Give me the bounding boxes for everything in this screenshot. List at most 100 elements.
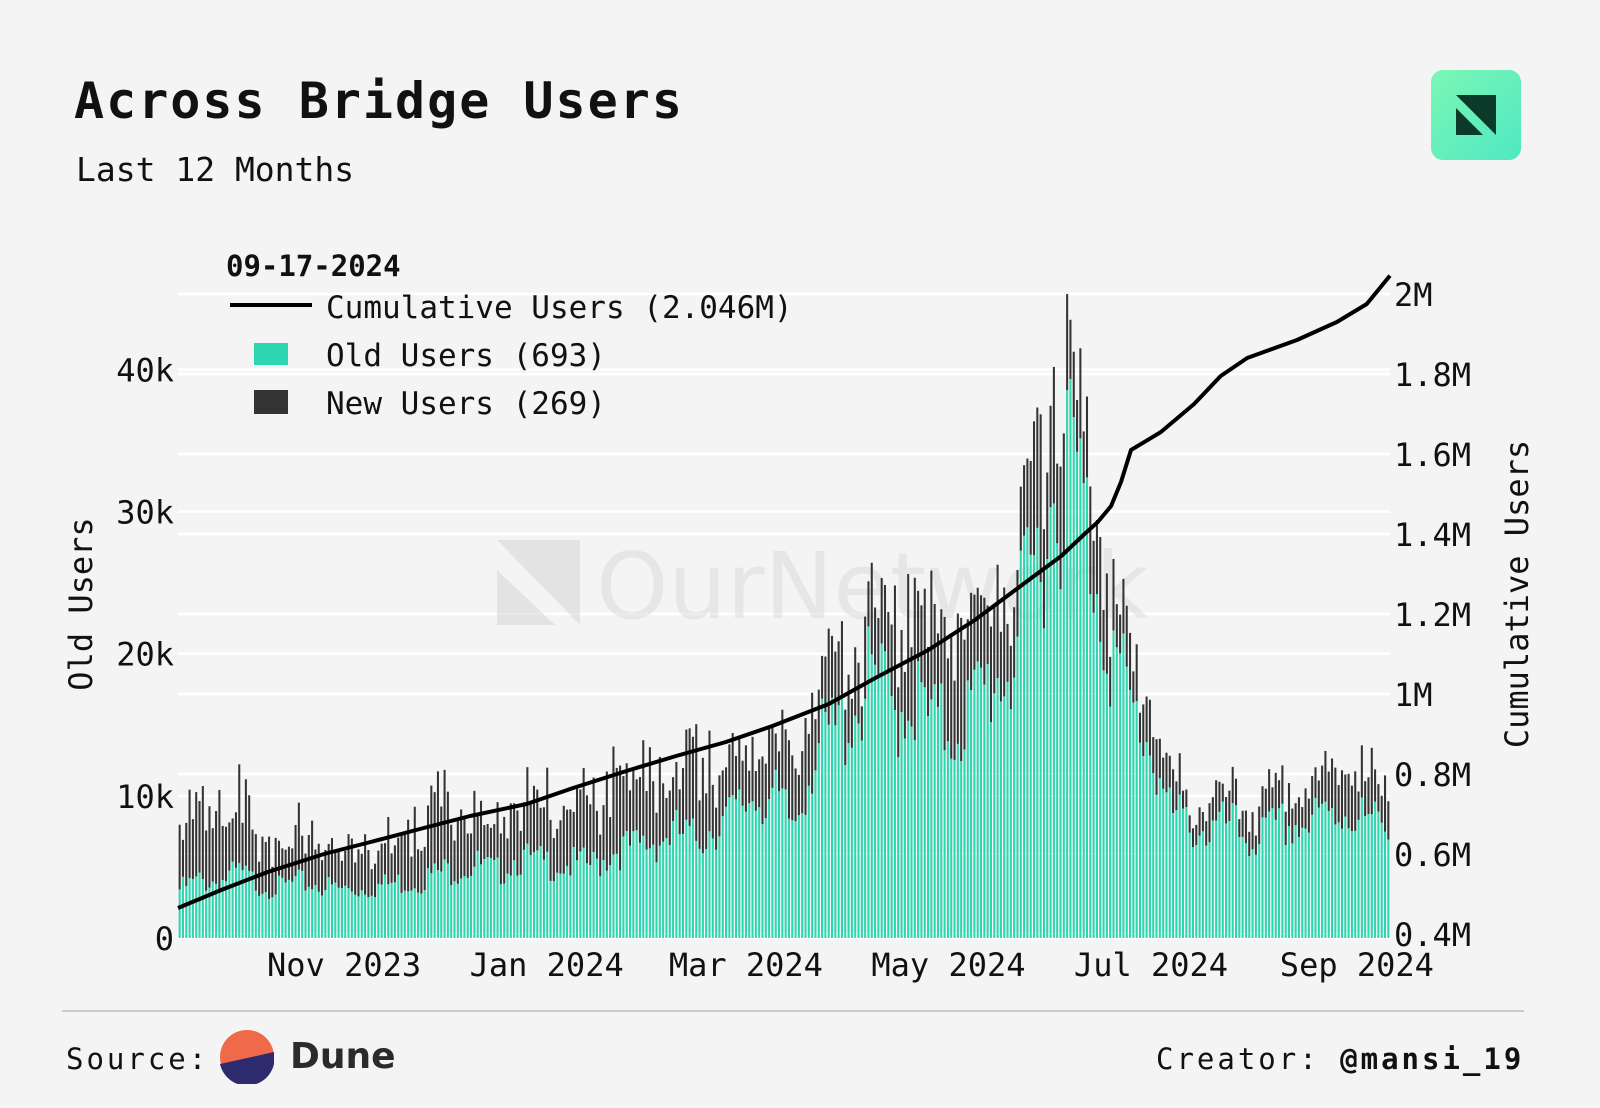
bar-old-users xyxy=(652,844,655,938)
bar-old-users xyxy=(248,870,251,938)
bar-old-users xyxy=(1347,828,1350,938)
bar-new-users xyxy=(1215,780,1218,821)
bar-old-users xyxy=(466,877,469,938)
bar-old-users xyxy=(1297,836,1300,938)
bar-old-users xyxy=(986,664,989,938)
bar-old-users xyxy=(1364,816,1367,938)
bar-new-users xyxy=(188,789,191,879)
bar-old-users xyxy=(1238,837,1241,938)
bar-old-users xyxy=(390,882,393,938)
bar-old-users xyxy=(725,806,728,938)
bar-old-users xyxy=(887,669,890,938)
bar-new-users xyxy=(1337,785,1340,823)
bar-old-users xyxy=(963,749,966,938)
bar-old-users xyxy=(254,890,257,938)
bar-new-users xyxy=(493,824,496,861)
bar-new-users xyxy=(1178,753,1181,795)
bar-old-users xyxy=(1145,742,1148,938)
bar-old-users xyxy=(294,875,297,938)
bar-old-users xyxy=(1284,844,1287,938)
bar-old-users xyxy=(470,875,473,938)
y-left-tick-label: 0 xyxy=(155,920,174,958)
bar-new-users xyxy=(1135,644,1138,702)
bar-old-users xyxy=(860,740,863,938)
bar-new-users xyxy=(685,729,688,820)
bar-new-users xyxy=(460,809,463,879)
bar-old-users xyxy=(920,682,923,938)
bar-new-users xyxy=(1076,399,1079,452)
bar-old-users xyxy=(1162,788,1165,938)
bar-old-users xyxy=(993,693,996,938)
bar-new-users xyxy=(261,836,264,894)
bar-new-users xyxy=(917,590,920,662)
bar-new-users xyxy=(426,805,430,869)
bar-new-users xyxy=(830,635,834,698)
bar-new-users xyxy=(695,724,698,841)
bar-new-users xyxy=(834,651,837,726)
bar-old-users xyxy=(185,885,188,938)
bar-old-users xyxy=(340,888,343,938)
bar-new-users xyxy=(1350,785,1353,832)
bar-new-users xyxy=(1016,570,1019,637)
bar-new-users xyxy=(1374,769,1377,802)
bar-old-users xyxy=(1172,812,1175,938)
bar-new-users xyxy=(801,751,804,814)
bar-new-users xyxy=(1056,463,1059,544)
bar-old-users xyxy=(668,844,671,938)
bar-new-users xyxy=(364,834,367,895)
bar-old-users xyxy=(324,890,327,938)
bar-new-users xyxy=(572,811,575,848)
y-right-axis-label: Cumulative Users xyxy=(1498,440,1536,748)
bar-new-users xyxy=(211,828,214,882)
bar-old-users xyxy=(1046,558,1049,938)
bar-old-users xyxy=(582,847,585,938)
bar-new-users xyxy=(393,845,396,883)
bar-old-users xyxy=(426,868,430,938)
source-label: Source: xyxy=(66,1042,210,1076)
bar-old-users xyxy=(1331,807,1334,938)
bar-new-users xyxy=(473,790,476,867)
bar-new-users xyxy=(523,802,526,850)
bar-old-users xyxy=(334,882,337,938)
bar-new-users xyxy=(231,818,234,862)
bar-new-users xyxy=(741,760,744,806)
bar-new-users xyxy=(178,824,181,890)
bar-old-users xyxy=(874,664,877,938)
bar-new-users xyxy=(248,795,251,871)
bar-new-users xyxy=(208,806,211,888)
page-subtitle: Last 12 Months xyxy=(76,150,355,189)
bar-new-users xyxy=(1201,812,1204,832)
bar-old-users xyxy=(1281,803,1284,938)
bar-old-users xyxy=(496,857,499,938)
bar-old-users xyxy=(1115,647,1118,938)
bar-old-users xyxy=(632,831,635,938)
bar-old-users xyxy=(1307,832,1310,938)
bar-new-users xyxy=(244,779,247,866)
bar-new-users xyxy=(374,863,377,898)
bar-old-users xyxy=(973,669,976,938)
bar-new-users xyxy=(764,763,767,819)
bar-old-users xyxy=(864,698,867,938)
bar-old-users xyxy=(433,863,436,938)
dune-logo-icon xyxy=(220,1030,274,1084)
bar-new-users xyxy=(443,769,446,860)
bar-old-users xyxy=(1264,817,1267,938)
bar-old-users xyxy=(208,887,211,938)
bar-new-users xyxy=(344,850,347,886)
bar-old-users xyxy=(420,893,423,938)
bar-old-users xyxy=(198,872,201,938)
bar-new-users xyxy=(549,819,552,881)
bar-new-users xyxy=(1085,396,1089,478)
bar-old-users xyxy=(708,831,711,938)
bar-new-users xyxy=(198,801,201,873)
bar-new-users xyxy=(1191,828,1194,848)
bar-old-users xyxy=(1254,854,1257,938)
bar-new-users xyxy=(738,737,741,790)
bar-new-users xyxy=(1132,671,1135,703)
bar-new-users xyxy=(476,812,479,851)
bar-new-users xyxy=(867,581,870,627)
x-tick-label: Nov 2023 xyxy=(267,946,421,984)
bar-old-users xyxy=(374,897,377,938)
bar-old-users xyxy=(917,661,920,938)
bar-old-users xyxy=(638,842,641,938)
